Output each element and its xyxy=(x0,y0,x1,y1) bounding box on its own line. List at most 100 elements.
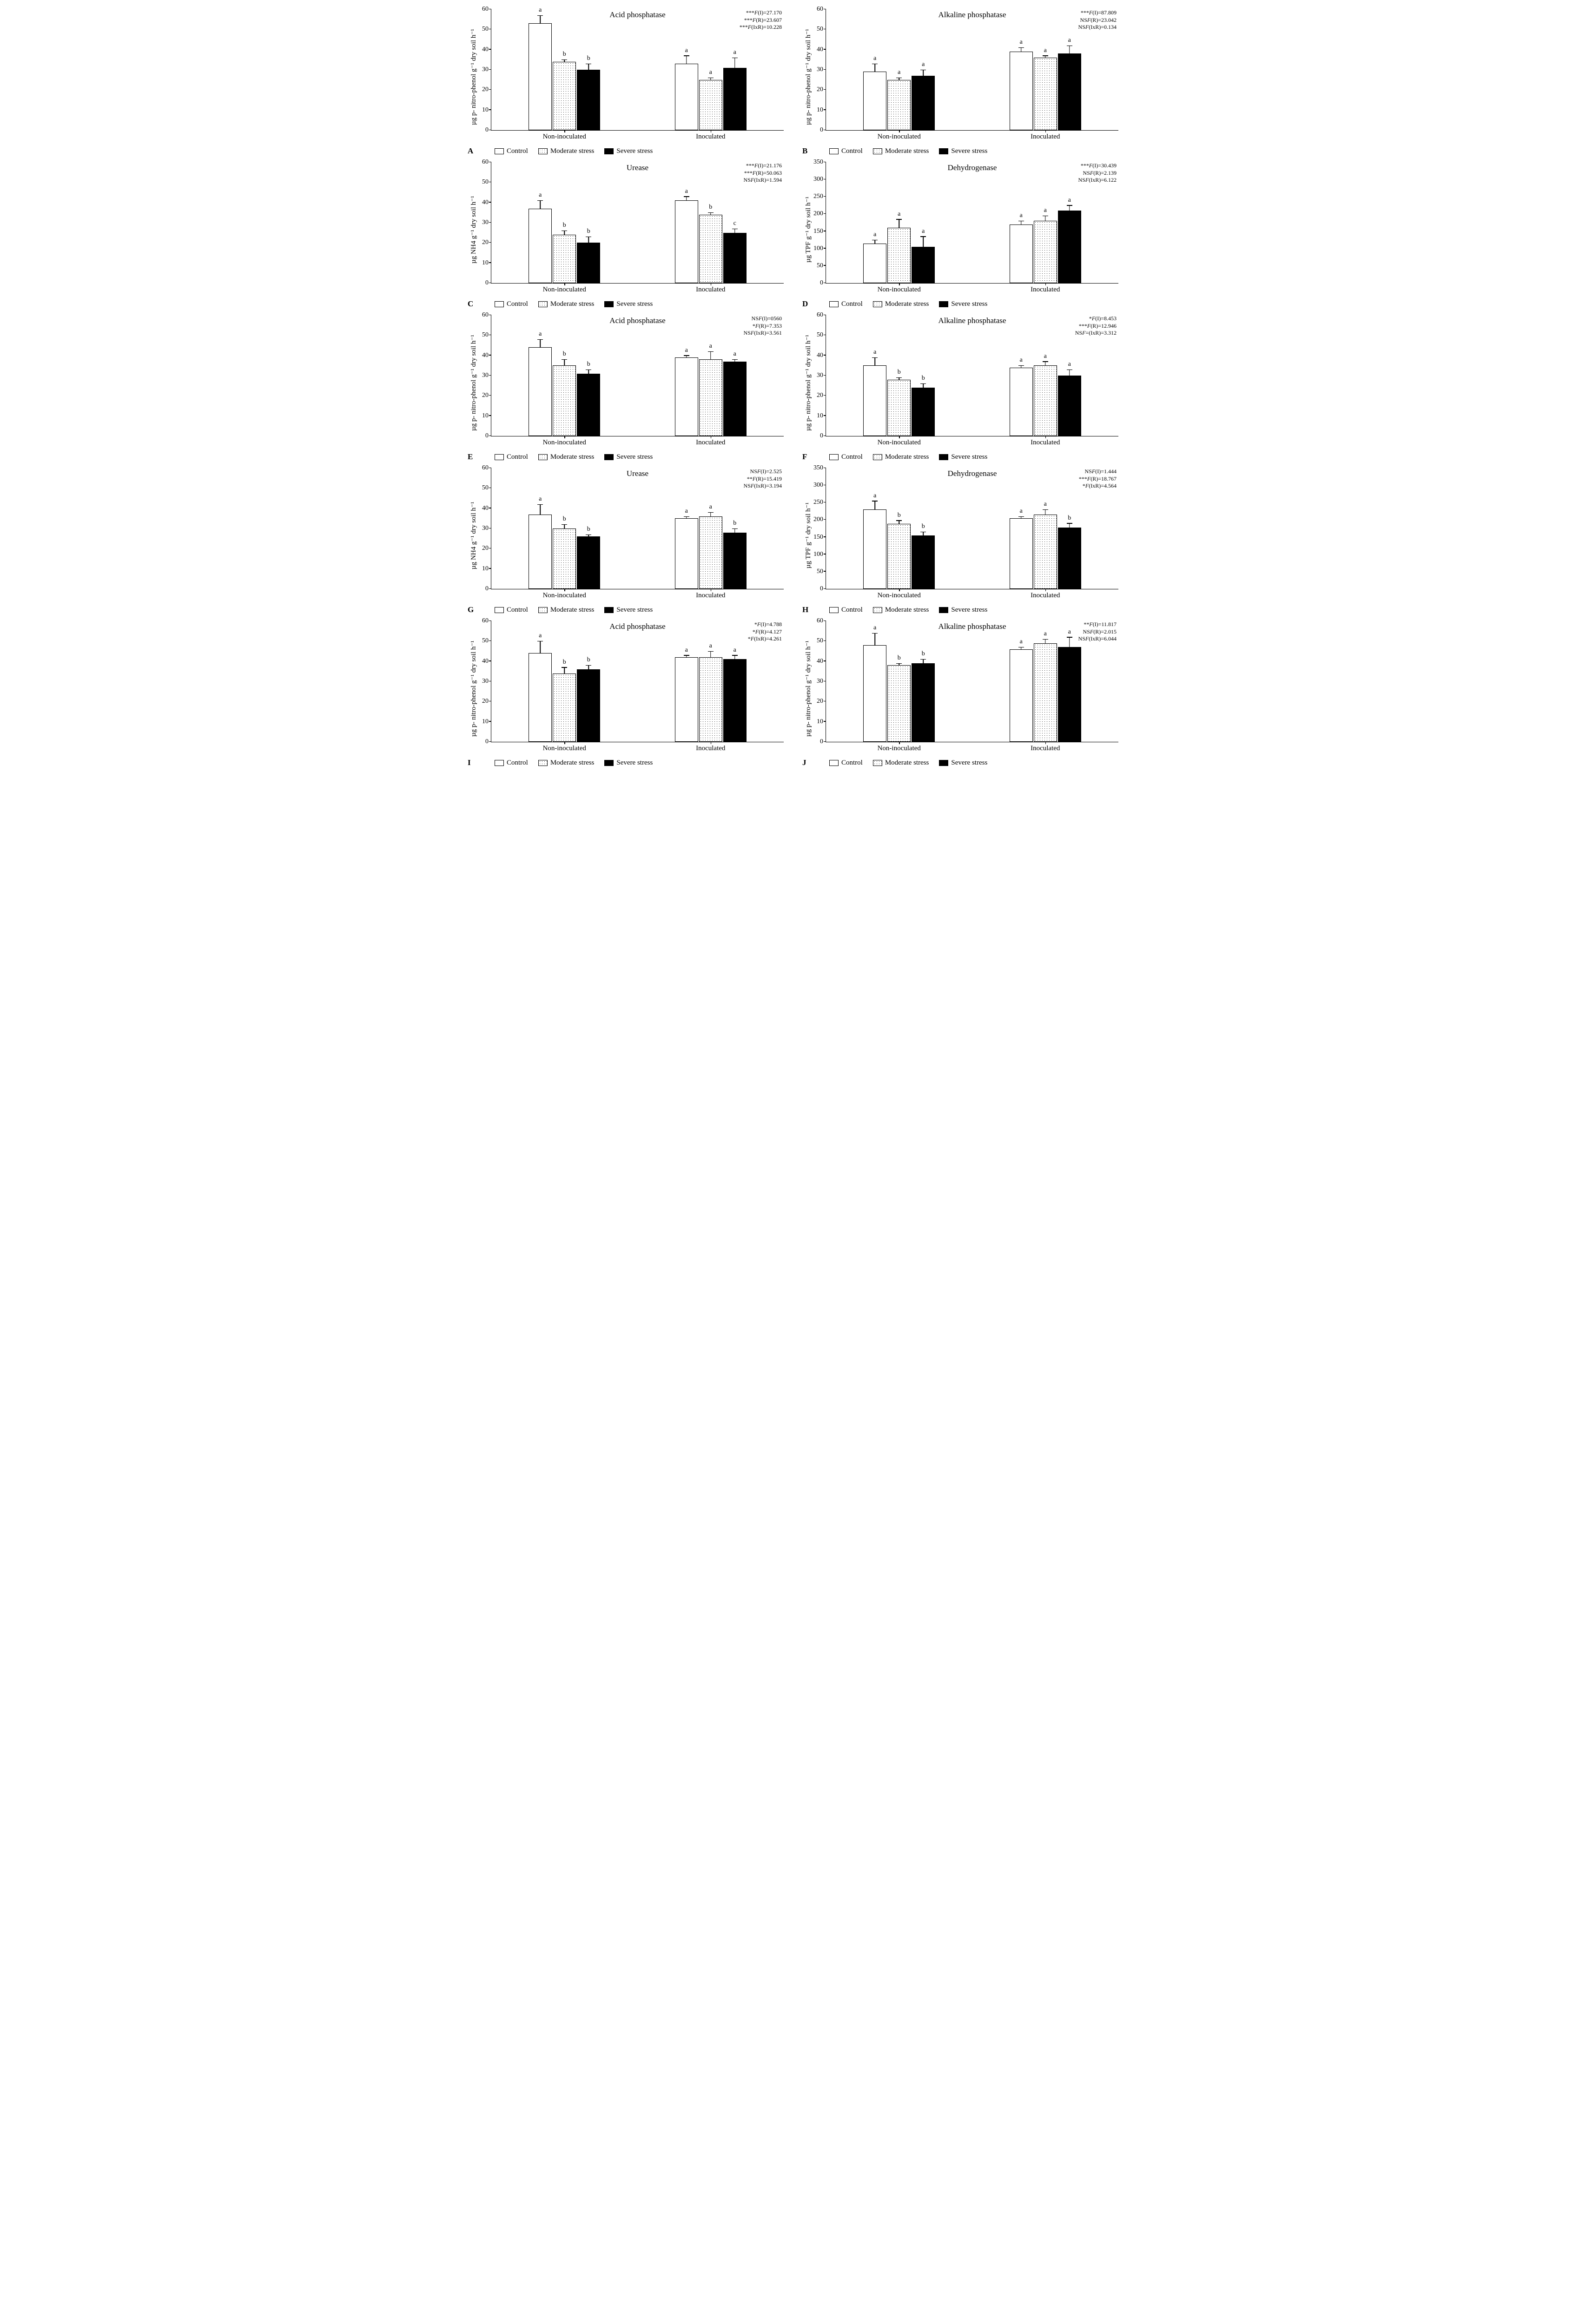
error-bar xyxy=(564,668,565,674)
bar-rect: b xyxy=(723,533,747,589)
bar-severe: b xyxy=(577,374,600,436)
error-bar xyxy=(710,213,711,215)
y-axis-label: µg p- nitro-phenol g⁻¹ dry soil h⁻¹ xyxy=(468,9,478,131)
error-cap xyxy=(1043,509,1048,510)
bar-moderate: b xyxy=(553,365,576,436)
bar-severe: b xyxy=(912,663,935,742)
bar-control: a xyxy=(1010,649,1033,742)
significance-letter: a xyxy=(1020,357,1023,364)
bar-severe: a xyxy=(1058,376,1081,436)
bar-rect: b xyxy=(1058,528,1081,589)
legend: HControlModerate stressSevere stress xyxy=(802,605,1118,614)
legend-label: Moderate stress xyxy=(550,300,595,308)
ytick-label: 10 xyxy=(817,106,826,114)
significance-letter: b xyxy=(563,515,566,523)
bar-rect: a xyxy=(699,359,722,436)
ytick-label: 350 xyxy=(813,158,826,166)
bar-moderate: b xyxy=(699,215,722,283)
bar-control: a xyxy=(529,515,552,589)
ytick-label: 20 xyxy=(817,86,826,93)
bar-control: a xyxy=(863,365,886,436)
significance-letter: b xyxy=(587,361,590,368)
legend-swatch xyxy=(495,454,504,460)
error-bar xyxy=(564,360,565,366)
ytick-label: 20 xyxy=(482,698,491,705)
bar-severe: a xyxy=(723,362,747,436)
bar-rect: a xyxy=(1034,365,1057,436)
error-bar xyxy=(1045,362,1046,366)
legend-swatch xyxy=(939,454,948,460)
significance-letter: a xyxy=(1020,638,1023,646)
significance-letter: b xyxy=(1068,515,1071,522)
error-cap xyxy=(537,339,543,340)
bar-rect: b xyxy=(887,524,911,589)
error-bar xyxy=(923,384,924,388)
bar-rect: a xyxy=(529,23,552,130)
significance-letter: b xyxy=(898,369,901,376)
error-bar xyxy=(1069,524,1070,528)
bar-control: a xyxy=(675,518,698,589)
error-bar xyxy=(588,666,589,670)
error-cap xyxy=(1018,221,1024,222)
legend-swatch xyxy=(829,760,839,766)
error-bar xyxy=(1021,366,1022,368)
ytick-label: 40 xyxy=(817,658,826,665)
significance-letter: b xyxy=(563,51,566,58)
significance-letter: a xyxy=(873,231,876,238)
ytick-label: 200 xyxy=(813,210,826,218)
significance-letter: a xyxy=(873,492,876,500)
ytick-label: 50 xyxy=(817,568,826,575)
bar-severe: b xyxy=(1058,528,1081,589)
xgroup-label: Non-inoculated xyxy=(543,589,586,600)
bar-severe: a xyxy=(1058,53,1081,130)
ytick-label: 50 xyxy=(817,637,826,645)
legend-swatch xyxy=(495,301,504,307)
plot-area: Acid phosphatase***F(I)=27.170***F(R)=23… xyxy=(491,9,784,131)
significance-letter: b xyxy=(922,375,925,382)
ytick-label: 250 xyxy=(813,499,826,506)
bar-rect: a xyxy=(887,80,911,130)
legend-label: Moderate stress xyxy=(885,300,929,308)
bar-rect: b xyxy=(699,215,722,283)
significance-letter: a xyxy=(685,47,688,54)
significance-letter: a xyxy=(539,632,542,640)
legend-swatch xyxy=(495,607,504,613)
bar-rect: a xyxy=(699,657,722,742)
ytick-label: 0 xyxy=(485,279,491,287)
panel-letter: J xyxy=(802,758,808,767)
legend-swatch xyxy=(538,148,548,154)
bar-severe: a xyxy=(1058,647,1081,742)
bar-control: a xyxy=(675,657,698,742)
bar-rect: a xyxy=(912,247,935,283)
ytick-label: 40 xyxy=(817,352,826,359)
legend-item-moderate: Moderate stress xyxy=(538,453,595,461)
significance-letter: a xyxy=(1044,207,1047,214)
ytick-label: 30 xyxy=(482,66,491,73)
error-bar xyxy=(899,220,900,229)
error-bar xyxy=(588,370,589,374)
error-cap xyxy=(1018,516,1024,517)
xgroup-label: Non-inoculated xyxy=(878,742,921,753)
significance-letter: a xyxy=(873,55,876,62)
xgroup-label: Non-inoculated xyxy=(543,742,586,753)
bar-rect: a xyxy=(675,518,698,589)
legend-label: Severe stress xyxy=(951,606,987,614)
bar-rect: a xyxy=(699,80,722,130)
panel-D: µg TPF g⁻¹ dry soil h⁻¹Dehydrogenase***F… xyxy=(802,162,1118,310)
xgroup-label: Inoculated xyxy=(1031,436,1060,447)
ytick-label: 300 xyxy=(813,482,826,489)
error-cap xyxy=(920,383,926,384)
error-cap xyxy=(684,355,689,356)
ytick-label: 100 xyxy=(813,245,826,252)
ytick-label: 0 xyxy=(485,738,491,746)
legend: IControlModerate stressSevere stress xyxy=(468,758,784,767)
error-bar xyxy=(686,356,687,358)
xgroup-label: Inoculated xyxy=(696,589,725,600)
error-cap xyxy=(1043,55,1048,56)
error-bar xyxy=(875,240,876,244)
legend-label: Moderate stress xyxy=(885,606,929,614)
legend-swatch xyxy=(873,607,882,613)
ytick-label: 60 xyxy=(817,6,826,13)
ytick-label: 350 xyxy=(813,464,826,472)
plot-area: Dehydrogenase***F(I)=30.439NSF(R)=2.139N… xyxy=(826,162,1118,284)
